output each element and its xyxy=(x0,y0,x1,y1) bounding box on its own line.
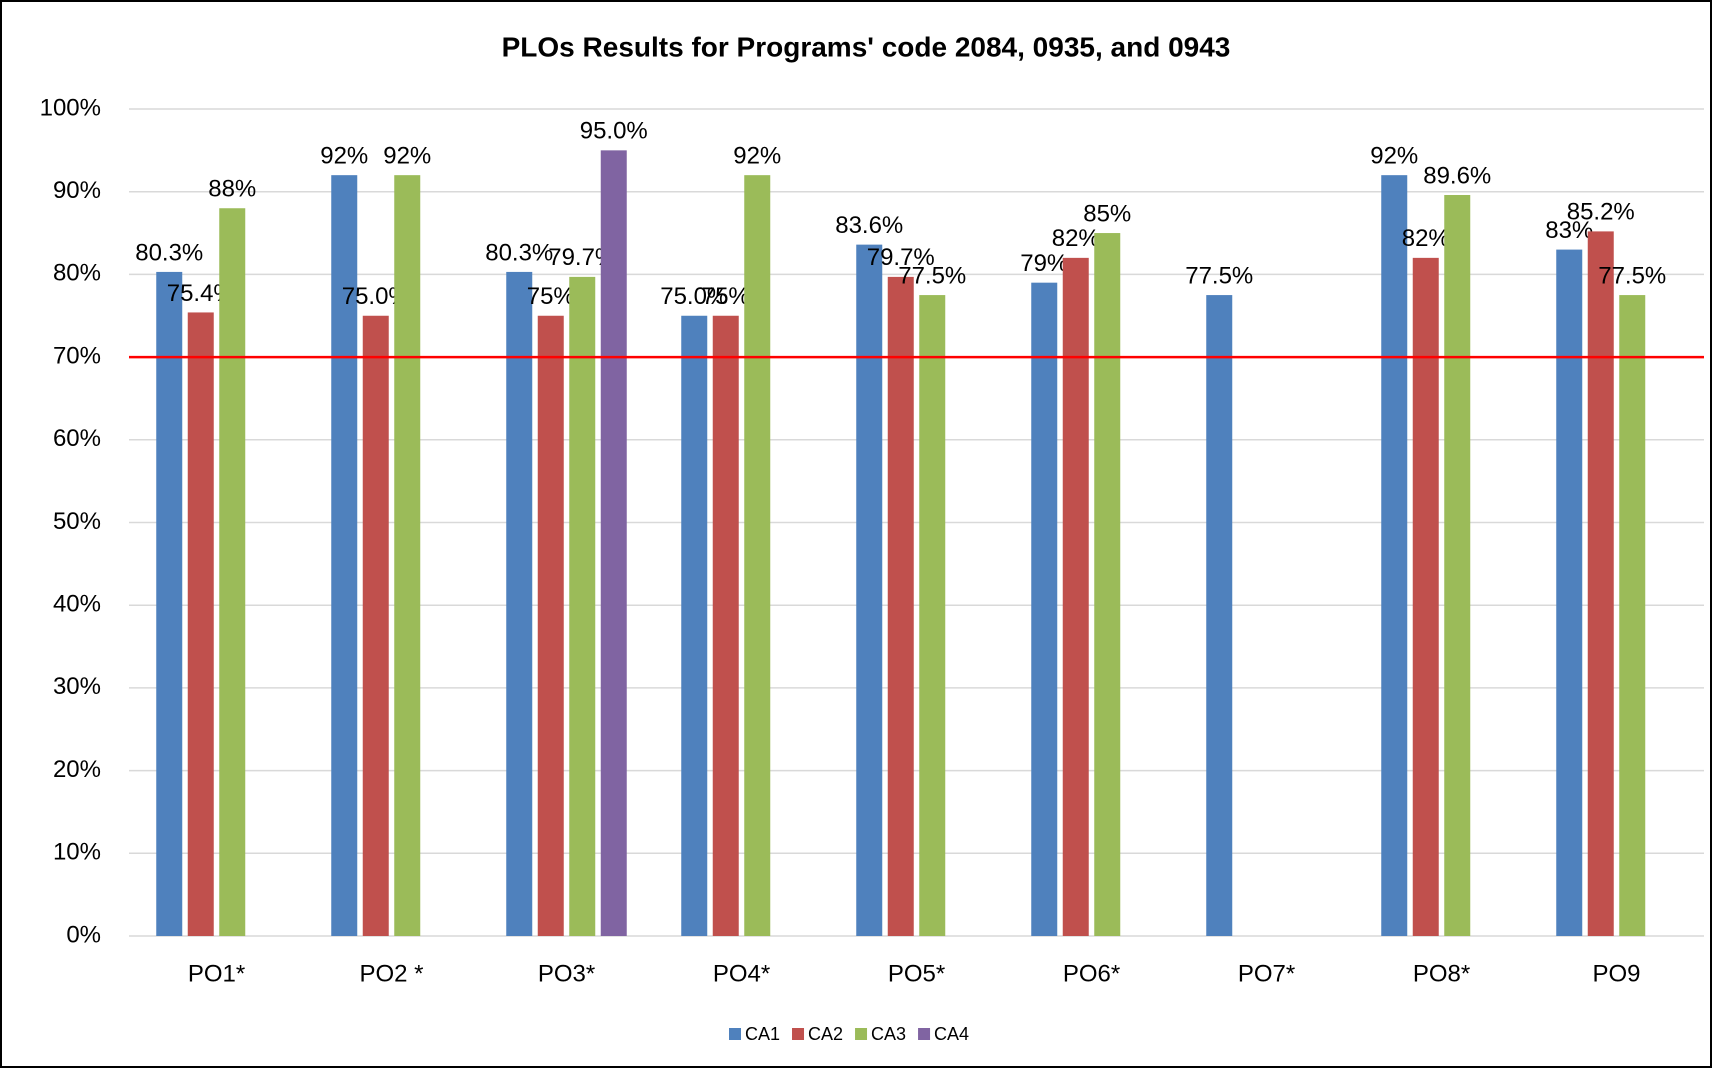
data-label: 82% xyxy=(1402,225,1450,252)
bar xyxy=(1206,295,1233,936)
y-tick-label: 70% xyxy=(53,342,101,369)
bar xyxy=(537,315,564,936)
legend-swatch xyxy=(792,1028,805,1040)
data-label: 92% xyxy=(1370,143,1418,170)
y-tick-label: 20% xyxy=(53,756,101,783)
data-label: 79% xyxy=(1020,250,1068,277)
x-tick-label: PO5* xyxy=(888,960,945,987)
legend-swatch xyxy=(855,1028,868,1040)
data-label: 83.6% xyxy=(835,212,903,239)
bar xyxy=(856,244,883,937)
data-label: 85.2% xyxy=(1567,199,1635,226)
bar xyxy=(187,312,214,936)
data-label: 77.5% xyxy=(1185,262,1253,289)
data-label: 79.7% xyxy=(867,244,935,271)
bar xyxy=(712,315,739,936)
y-tick-label: 90% xyxy=(53,177,101,204)
x-tick-label: PO8* xyxy=(1413,960,1470,987)
data-label: 92% xyxy=(383,143,431,170)
chart-title: PLOs Results for Programs' code 2084, 09… xyxy=(502,31,1231,62)
data-label: 80.3% xyxy=(485,239,553,266)
bar xyxy=(1381,175,1408,936)
legend-label: CA2 xyxy=(808,1024,843,1044)
legend-label: CA4 xyxy=(934,1024,969,1044)
y-tick-label: 80% xyxy=(53,260,101,287)
x-tick-label: PO2 * xyxy=(359,960,423,987)
bar xyxy=(1444,195,1471,936)
bar xyxy=(331,175,358,936)
y-tick-label: 10% xyxy=(53,839,101,866)
legend-swatch xyxy=(918,1028,931,1040)
legend-label: CA3 xyxy=(871,1024,906,1044)
data-label: 75% xyxy=(702,283,750,310)
bar xyxy=(506,271,533,936)
bar xyxy=(394,175,421,936)
bar xyxy=(1619,295,1646,936)
bar xyxy=(919,295,946,936)
bar xyxy=(744,175,771,936)
bar xyxy=(156,271,183,936)
data-label: 75% xyxy=(527,283,575,310)
y-tick-label: 0% xyxy=(66,921,101,948)
bar xyxy=(681,315,708,936)
data-label: 75.0% xyxy=(660,283,728,310)
legend-swatch xyxy=(729,1028,741,1040)
bar xyxy=(887,276,914,937)
bar xyxy=(1556,249,1583,937)
data-label: 89.6% xyxy=(1423,162,1491,189)
y-tick-label: 100% xyxy=(40,94,101,121)
y-tick-label: 40% xyxy=(53,591,101,618)
bar xyxy=(1062,257,1089,936)
y-tick-label: 60% xyxy=(53,425,101,452)
data-label: 88% xyxy=(208,176,256,203)
x-tick-label: PO3* xyxy=(538,960,595,987)
bar xyxy=(1412,257,1439,936)
data-label: 82% xyxy=(1052,225,1100,252)
bar xyxy=(569,276,596,937)
data-label: 85% xyxy=(1083,200,1131,227)
data-label: 77.5% xyxy=(898,262,966,289)
y-tick-label: 30% xyxy=(53,673,101,700)
legend-label: CA1 xyxy=(745,1024,780,1044)
bar xyxy=(1587,231,1614,936)
bar xyxy=(1031,282,1058,936)
y-tick-label: 50% xyxy=(53,508,101,535)
x-tick-label: PO4* xyxy=(713,960,770,987)
x-tick-label: PO1* xyxy=(188,960,245,987)
bar xyxy=(219,208,246,937)
bar xyxy=(600,150,627,937)
data-label: 83% xyxy=(1545,217,1593,244)
x-tick-label: PO7* xyxy=(1238,960,1295,987)
data-label: 80.3% xyxy=(135,239,203,266)
bar xyxy=(1094,233,1121,937)
bar xyxy=(362,315,389,936)
data-label: 92% xyxy=(320,143,368,170)
x-tick-label: PO9 xyxy=(1592,960,1640,987)
data-label: 95.0% xyxy=(580,118,648,145)
x-tick-label: PO6* xyxy=(1063,960,1120,987)
data-label: 77.5% xyxy=(1598,262,1666,289)
data-label: 92% xyxy=(733,143,781,170)
